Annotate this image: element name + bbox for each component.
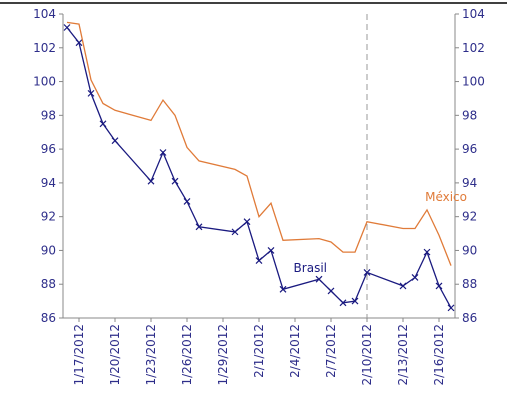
data-point [339, 299, 347, 307]
y2-tick-label: 96 [462, 142, 477, 156]
y-tick-label: 104 [33, 7, 56, 21]
data-point [435, 282, 443, 290]
data-point [63, 24, 71, 31]
y2-tick-label: 88 [462, 277, 477, 291]
data-point [267, 247, 275, 254]
x-tick-label: 1/23/2012 [144, 324, 158, 386]
data-point [423, 248, 431, 256]
x-tick-label: 2/16/2012 [432, 324, 446, 386]
x-tick-label: 2/10/2012 [360, 324, 374, 386]
y2-tick-label: 104 [462, 7, 485, 21]
data-point [315, 275, 323, 283]
x-tick-label: 2/13/2012 [396, 324, 410, 386]
data-point [411, 274, 419, 281]
series-label: México [425, 190, 467, 204]
y2-tick-label: 98 [462, 108, 477, 122]
data-point [447, 304, 455, 312]
data-point [111, 137, 119, 145]
data-point [99, 120, 107, 128]
y2-tick-label: 90 [462, 243, 477, 257]
data-point [327, 287, 335, 295]
y2-tick-label: 92 [462, 210, 477, 224]
data-point [147, 177, 155, 185]
x-tick-label: 1/20/2012 [108, 324, 122, 386]
series-line [66, 27, 452, 309]
data-point [195, 223, 203, 231]
data-point [279, 285, 287, 293]
y-tick-label: 102 [33, 41, 56, 55]
data-point [363, 268, 371, 276]
x-tick-label: 2/7/2012 [324, 324, 338, 378]
x-tick-label: 1/29/2012 [216, 324, 230, 386]
data-point [171, 177, 179, 185]
data-point [87, 89, 95, 97]
y-tick-label: 86 [41, 311, 56, 325]
y2-tick-label: 86 [462, 311, 477, 325]
y-tick-label: 88 [41, 277, 56, 291]
y2-tick-label: 94 [462, 176, 477, 190]
x-tick-label: 1/17/2012 [72, 324, 86, 386]
y-tick-label: 92 [41, 210, 56, 224]
y-tick-label: 98 [41, 108, 56, 122]
x-tick-label: 2/1/2012 [252, 324, 266, 378]
data-point [231, 228, 239, 236]
series-line [66, 21, 452, 266]
data-point [243, 218, 251, 226]
y2-tick-label: 102 [462, 41, 485, 55]
y-tick-label: 94 [41, 176, 56, 190]
y-tick-label: 100 [33, 75, 56, 89]
y-tick-label: 90 [41, 243, 56, 257]
x-tick-label: 1/26/2012 [180, 324, 194, 386]
data-point [255, 257, 263, 265]
y-tick-label: 96 [41, 142, 56, 156]
data-point [183, 198, 191, 205]
data-point [399, 282, 407, 290]
y2-tick-label: 100 [462, 75, 485, 89]
series-label: Brasil [294, 261, 327, 275]
x-tick-label: 2/4/2012 [288, 324, 302, 378]
data-point [75, 39, 83, 47]
data-point [351, 297, 359, 305]
data-point [159, 149, 167, 156]
